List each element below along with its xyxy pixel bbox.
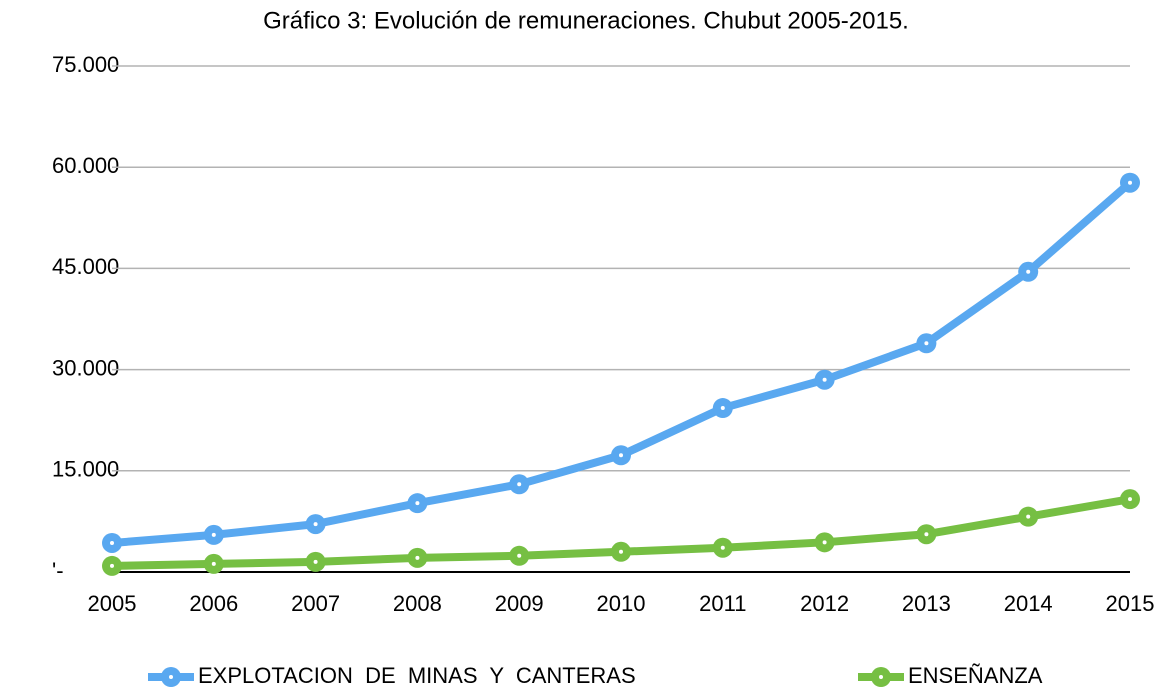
point <box>509 545 530 566</box>
point <box>916 333 937 354</box>
legend-marker-center <box>879 675 883 679</box>
point <box>203 524 224 545</box>
x-tick-label: 2007 <box>291 591 340 616</box>
point <box>509 474 530 495</box>
y-tick-label: 60.000 <box>52 153 119 178</box>
point <box>1120 489 1140 510</box>
point <box>407 493 428 514</box>
y-tick-label: 30.000 <box>52 355 119 380</box>
legend-label: ENSEÑANZA <box>908 663 1043 688</box>
x-tick-label: 2005 <box>88 591 137 616</box>
point <box>916 524 937 545</box>
series-line <box>111 179 1133 547</box>
point <box>611 541 631 562</box>
x-tick-label: 2009 <box>495 591 544 616</box>
x-tick-label: 2008 <box>393 591 442 616</box>
x-tick-label: 2011 <box>699 591 746 616</box>
point <box>814 532 835 553</box>
point <box>203 553 224 574</box>
x-tick-label: 2013 <box>902 591 951 616</box>
y-tick-label: 15.000 <box>52 457 119 482</box>
x-tick-label: 2015 <box>1106 591 1155 616</box>
point <box>1018 261 1039 282</box>
y-tick-label: '- <box>52 558 64 583</box>
point <box>814 369 835 390</box>
point <box>611 445 631 466</box>
point <box>712 398 733 419</box>
legend-marker-center <box>169 675 173 679</box>
point <box>712 537 733 558</box>
point <box>102 555 122 576</box>
point <box>305 551 326 572</box>
y-tick-label: 45.000 <box>52 254 119 279</box>
point <box>305 514 326 535</box>
chart-title: Gráfico 3: Evolución de remuneraciones. … <box>263 7 909 34</box>
x-tick-label: 2010 <box>597 591 646 616</box>
point <box>1018 506 1039 527</box>
point <box>1120 172 1140 193</box>
point <box>407 547 428 568</box>
x-tick-label: 2012 <box>800 591 849 616</box>
y-tick-label: 75.000 <box>52 52 119 77</box>
x-tick-label: 2014 <box>1004 591 1053 616</box>
x-tick-label: 2006 <box>189 591 238 616</box>
legend-label: EXPLOTACION DE MINAS Y CANTERAS <box>198 663 636 688</box>
point <box>102 532 122 553</box>
